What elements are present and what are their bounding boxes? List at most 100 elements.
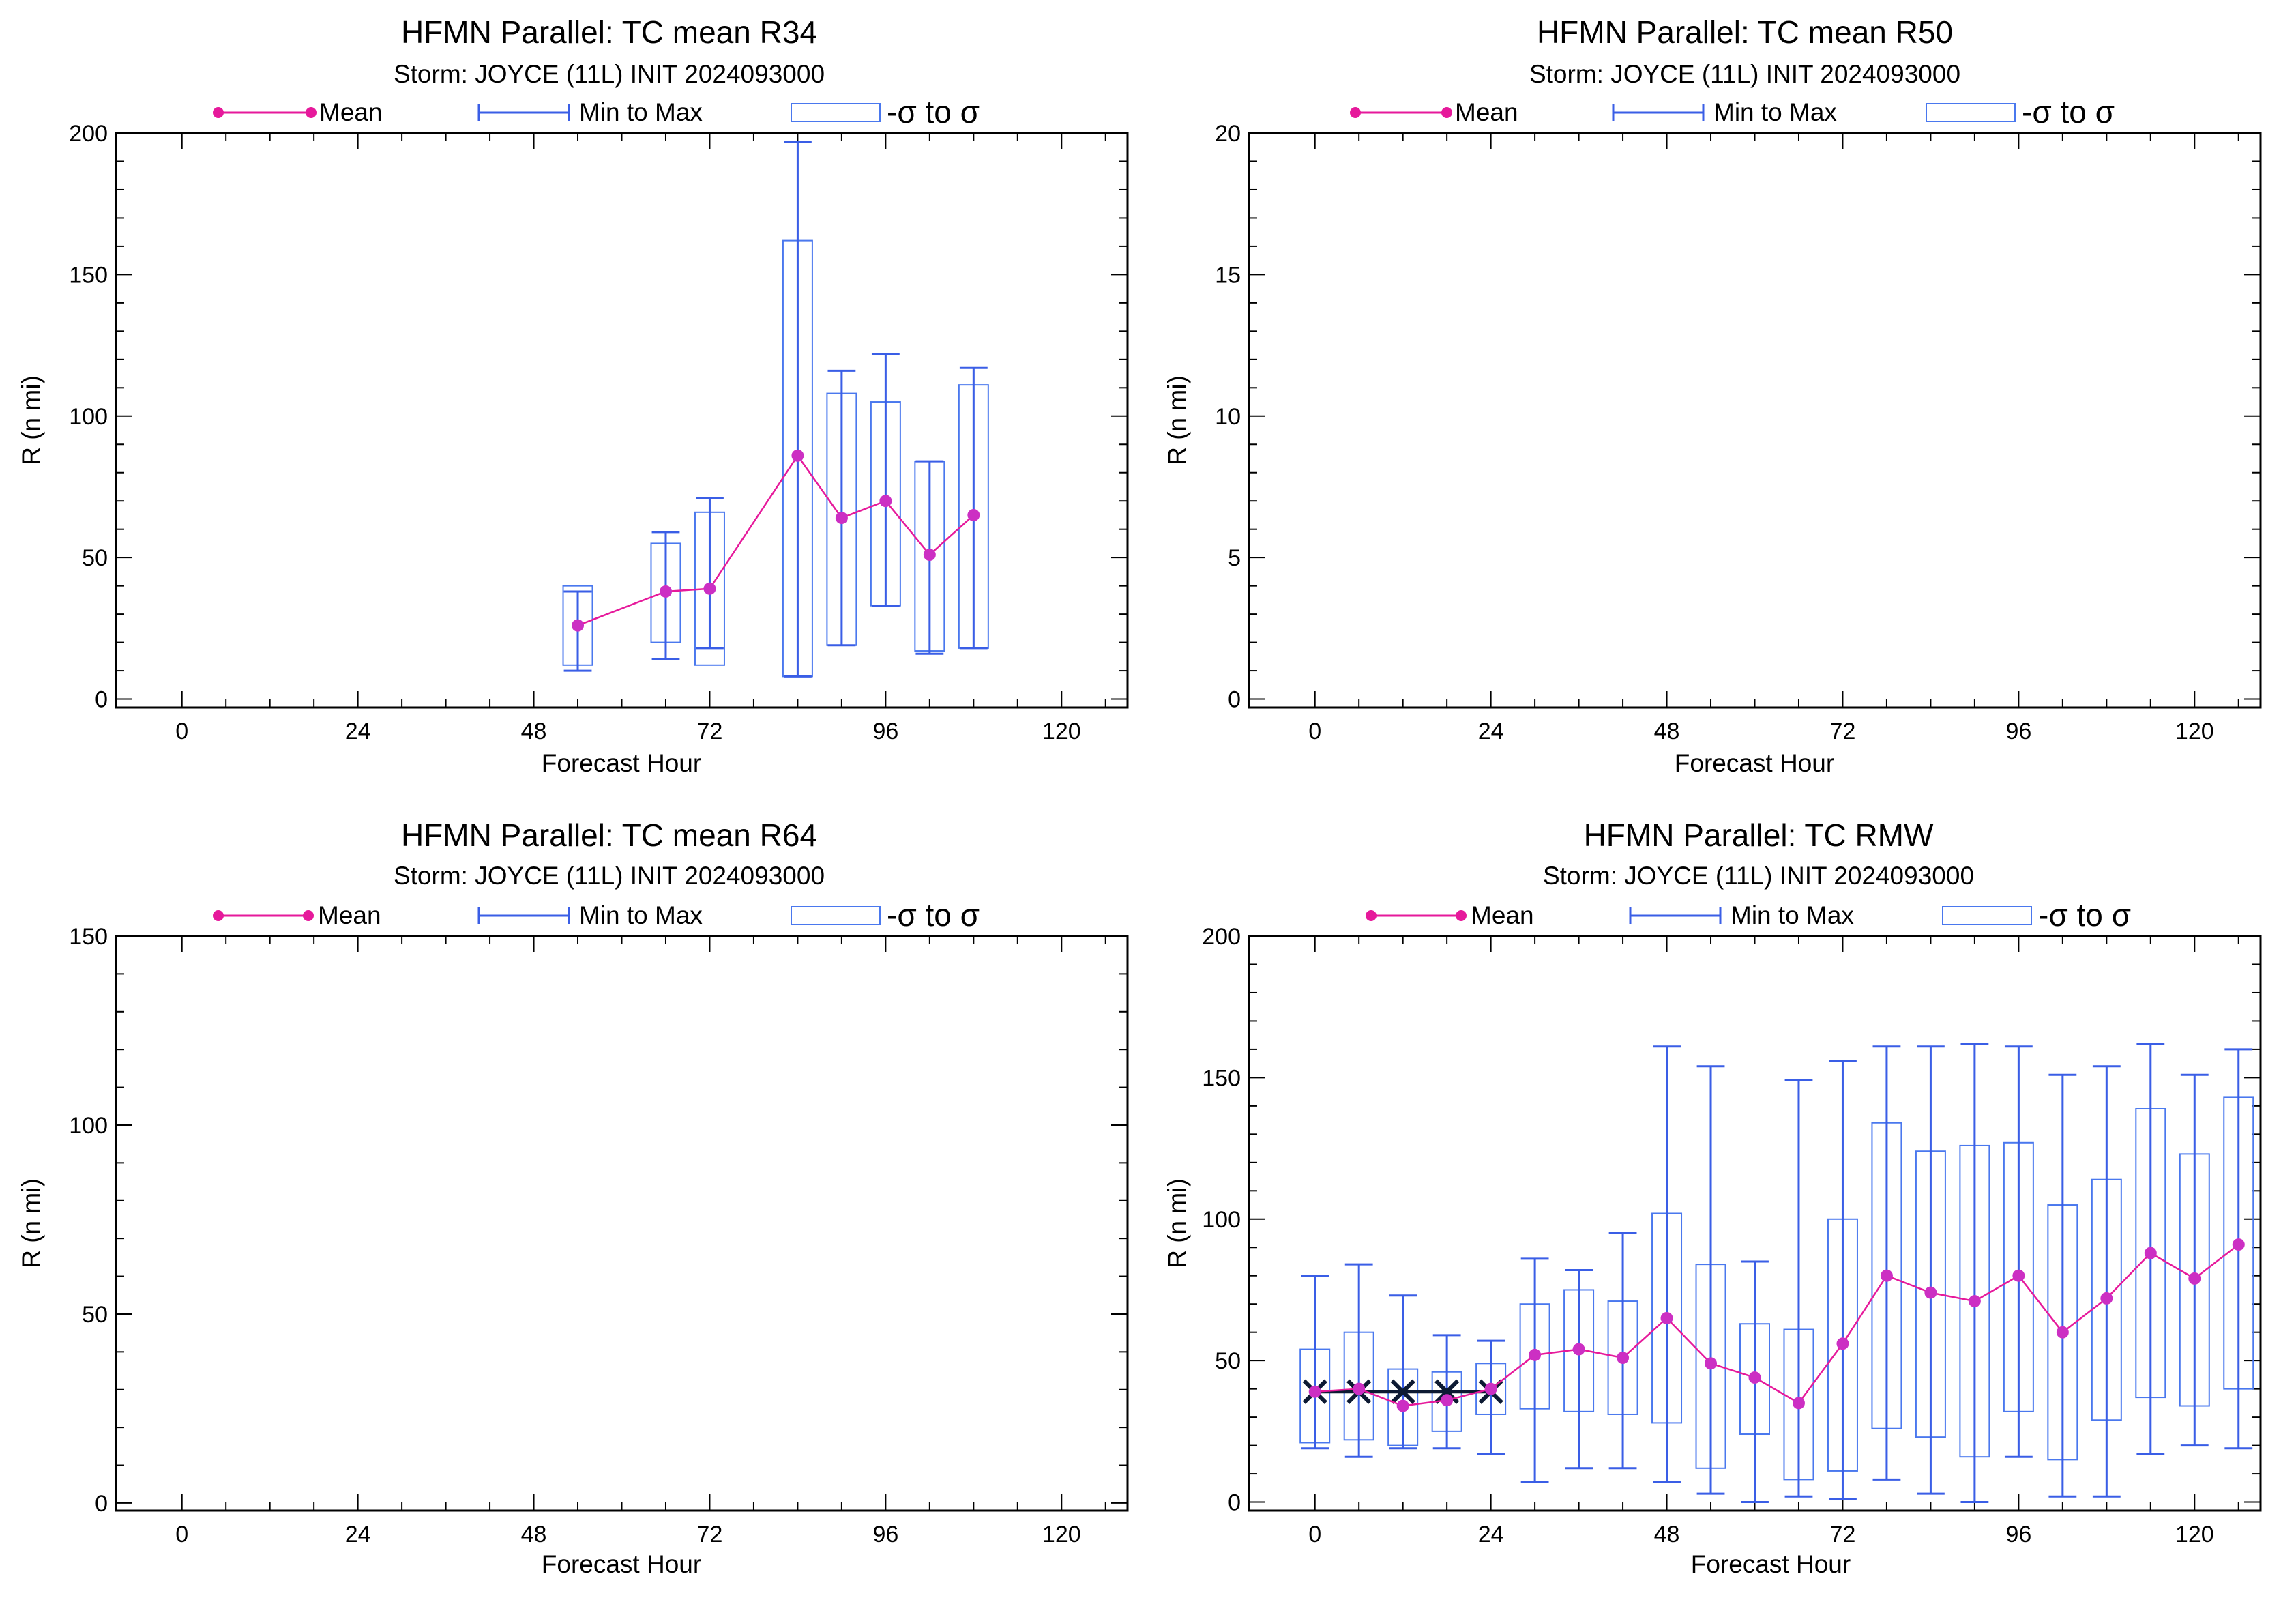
- y-tick-label: 100: [69, 404, 108, 430]
- legend-mean-marker: [213, 910, 224, 921]
- y-tick-label: 100: [69, 1113, 108, 1139]
- mean-point: [1836, 1337, 1849, 1350]
- mean-line: [1314, 1244, 2239, 1407]
- mean-point: [1353, 1382, 1366, 1395]
- x-tick-label: 96: [872, 1521, 898, 1547]
- x-tick-label: 72: [697, 1521, 723, 1547]
- chart-subtitle: Storm: JOYCE (11L) INIT 2024093000: [1543, 862, 1974, 890]
- y-axis-label: R (n mi): [17, 375, 45, 465]
- x-axis-label: Forecast Hour: [1675, 749, 1834, 777]
- x-tick-label: 24: [1478, 1521, 1504, 1547]
- y-axis: 0 50 100 150 200: [1202, 924, 2261, 1516]
- chart-panel-r50: HFMN Parallel: TC mean R50 Storm: JOYCE …: [1163, 14, 2262, 777]
- x-tick-label: 96: [2005, 1521, 2031, 1547]
- y-tick-label: 150: [1202, 1065, 1241, 1091]
- legend: Mean Min to Max -σ to σ: [213, 897, 980, 933]
- x-axis: 0 24 48 72 96 120: [1308, 133, 2239, 744]
- plot-frame: [115, 132, 1129, 709]
- legend-mean-marker: [1456, 910, 1467, 921]
- legend-sigma-box: [791, 906, 881, 925]
- x-tick-label: 48: [521, 1521, 547, 1547]
- x-tick-label: 72: [1830, 1521, 1856, 1547]
- legend-mean-marker: [303, 910, 314, 921]
- chart-title: HFMN Parallel: TC mean R64: [401, 817, 817, 853]
- mean-point: [1396, 1399, 1409, 1412]
- x-tick-label: 0: [1308, 718, 1321, 744]
- y-axis: 0 50 100 150 200: [69, 121, 1128, 713]
- y-axis-label: R (n mi): [1163, 1178, 1191, 1268]
- y-tick-label: 5: [1228, 545, 1241, 571]
- chart-panel-rmw: HFMN Parallel: TC RMW Storm: JOYCE (11L)…: [1163, 817, 2262, 1578]
- y-axis-label: R (n mi): [1163, 375, 1191, 465]
- mean-point: [659, 585, 672, 598]
- x-axis: 0 24 48 72 96 120: [175, 133, 1106, 744]
- plot-frame: [115, 935, 1129, 1512]
- legend: Mean Min to Max -σ to σ: [1350, 94, 2115, 130]
- y-axis-label: R (n mi): [17, 1178, 45, 1268]
- legend-sigma-box: [1926, 103, 2016, 122]
- chart-subtitle: Storm: JOYCE (11L) INIT 2024093000: [394, 862, 825, 890]
- x-tick-label: 48: [1654, 1521, 1680, 1547]
- x-tick-label: 0: [175, 718, 188, 744]
- legend-mean-marker: [1350, 107, 1361, 118]
- y-tick-label: 15: [1215, 262, 1241, 288]
- mean-point: [2188, 1272, 2201, 1285]
- legend-mean-marker: [213, 107, 224, 118]
- y-tick-label: 200: [69, 121, 108, 147]
- x-tick-label: 0: [175, 1521, 188, 1547]
- mean-point: [2232, 1238, 2245, 1251]
- mean-point: [1924, 1286, 1937, 1299]
- legend-mean-label: Mean: [318, 901, 381, 929]
- x-tick-label: 72: [1830, 718, 1856, 744]
- x-axis: 0 24 48 72 96 120: [1308, 936, 2239, 1547]
- legend-sigma-label: -σ to σ: [2022, 94, 2115, 130]
- data-marks: [562, 140, 989, 678]
- x-axis-label: Forecast Hour: [542, 1550, 701, 1578]
- y-tick-label: 100: [1202, 1207, 1241, 1233]
- y-tick-label: 150: [69, 924, 108, 950]
- y-tick-label: 0: [95, 1491, 108, 1517]
- legend-mean-label: Mean: [319, 98, 383, 126]
- y-tick-label: 0: [95, 687, 108, 713]
- legend-sigma-label: -σ to σ: [2038, 897, 2131, 933]
- mean-point: [1880, 1269, 1893, 1282]
- y-axis: 0 5 10 15 20: [1215, 121, 2261, 713]
- x-tick-label: 24: [345, 718, 371, 744]
- x-tick-label: 72: [697, 718, 723, 744]
- y-tick-label: 50: [82, 545, 108, 571]
- mean-point: [1308, 1385, 1321, 1398]
- y-tick-label: 50: [82, 1302, 108, 1328]
- mean-point: [1484, 1382, 1497, 1395]
- y-axis: 0 50 100 150: [69, 924, 1128, 1517]
- x-tick-label: 48: [521, 718, 547, 744]
- mean-point: [2144, 1247, 2157, 1259]
- legend-sigma-box: [791, 103, 881, 122]
- legend-mean-label: Mean: [1471, 901, 1534, 929]
- x-tick-label: 120: [2175, 1521, 2214, 1547]
- legend: Mean Min to Max -σ to σ: [1366, 897, 2131, 933]
- legend-range-label: Min to Max: [1731, 901, 1854, 929]
- x-tick-label: 120: [2175, 718, 2214, 744]
- y-tick-label: 50: [1215, 1348, 1241, 1374]
- y-tick-label: 0: [1228, 687, 1241, 713]
- best-track-x-stroke: [1390, 1379, 1415, 1404]
- x-tick-label: 48: [1654, 718, 1680, 744]
- legend-range-label: Min to Max: [579, 98, 703, 126]
- legend-mean-label: Mean: [1455, 98, 1518, 126]
- mean-point: [1792, 1397, 1805, 1410]
- chart-title: HFMN Parallel: TC mean R50: [1537, 14, 1953, 50]
- data-marks: [1299, 1043, 2254, 1504]
- mean-point: [967, 508, 980, 521]
- chart-subtitle: Storm: JOYCE (11L) INIT 2024093000: [1529, 60, 1960, 88]
- best-track-x-stroke: [1434, 1379, 1460, 1404]
- legend: Mean Min to Max -σ to σ: [213, 94, 980, 130]
- x-tick-label: 24: [1478, 718, 1504, 744]
- legend-range-label: Min to Max: [1713, 98, 1837, 126]
- x-tick-label: 96: [872, 718, 898, 744]
- mean-point: [1705, 1357, 1718, 1370]
- x-tick-label: 96: [2005, 718, 2031, 744]
- chart-subtitle: Storm: JOYCE (11L) INIT 2024093000: [394, 60, 825, 88]
- legend-mean-marker: [1441, 107, 1452, 118]
- legend-range-label: Min to Max: [579, 901, 703, 929]
- x-tick-label: 120: [1042, 1521, 1081, 1547]
